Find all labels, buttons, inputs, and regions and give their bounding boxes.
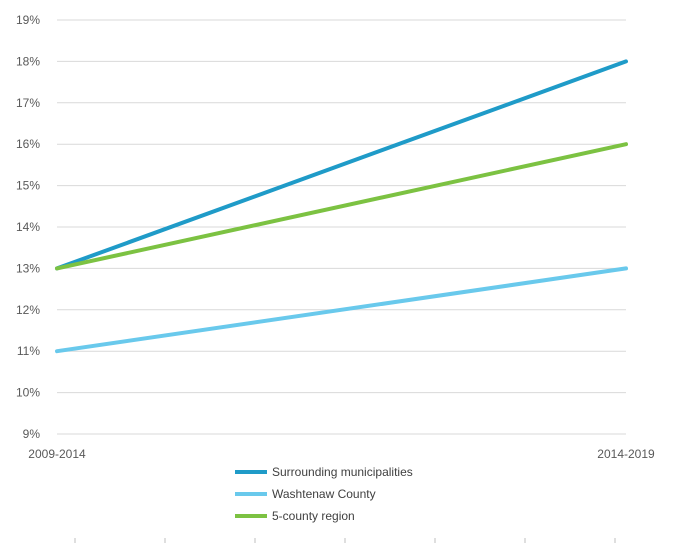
legend-label: 5-county region <box>272 509 355 523</box>
y-axis-ticks: 9% 10% 11% 12% 13% 14% 15% 16% 17% 18% 19% <box>16 13 40 441</box>
legend: Surrounding municipalities Washtenaw Coun… <box>235 465 413 523</box>
legend-label: Washtenaw County <box>272 487 376 501</box>
legend-label: Surrounding municipalities <box>272 465 413 479</box>
gridlines <box>57 19 626 435</box>
y-tick-label: 13% <box>16 261 40 275</box>
series-line <box>55 59 628 271</box>
series-line <box>55 266 628 354</box>
bottom-tick-marks <box>74 538 616 543</box>
x-tick-label: 2014-2019 <box>597 447 655 461</box>
y-tick-label: 19% <box>16 13 40 27</box>
series-line <box>55 142 628 271</box>
y-tick-label: 10% <box>16 386 40 400</box>
y-tick-label: 11% <box>17 344 40 358</box>
y-tick-label: 18% <box>16 54 40 68</box>
y-tick-label: 16% <box>16 137 40 151</box>
x-axis-ticks: 2009-2014 2014-2019 <box>28 447 655 461</box>
series-lines <box>55 59 628 354</box>
y-tick-label: 14% <box>16 220 40 234</box>
y-tick-label: 17% <box>16 96 40 110</box>
y-tick-label: 15% <box>16 179 40 193</box>
y-tick-label: 12% <box>16 303 40 317</box>
y-tick-label: 9% <box>23 427 41 441</box>
x-tick-label: 2009-2014 <box>28 447 86 461</box>
